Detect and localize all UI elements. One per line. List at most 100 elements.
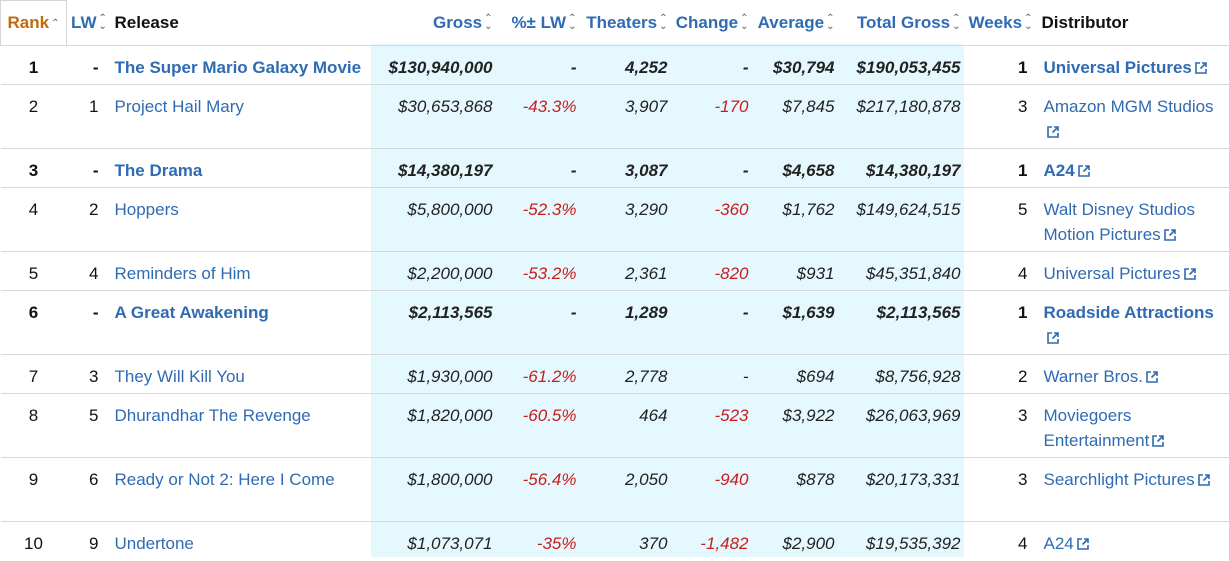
theaters-cell: 2,778: [581, 355, 672, 394]
external-link-icon: [1164, 229, 1176, 241]
gross-cell: $1,800,000: [372, 458, 497, 522]
rank-cell: 4: [1, 188, 67, 252]
release-link[interactable]: The Super Mario Galaxy Movie: [115, 58, 362, 77]
change-cell: -: [672, 291, 753, 355]
sort-arrows-icon: ⌃⌄: [484, 15, 492, 31]
average-cell: $878: [753, 458, 839, 522]
lw-cell: 4: [67, 252, 111, 291]
release-link[interactable]: Ready or Not 2: Here I Come: [115, 470, 335, 489]
external-link-icon: [1198, 474, 1210, 486]
weeks-cell: 3: [965, 458, 1038, 522]
table-row: 3-The Drama$14,380,197-3,087-$4,658$14,3…: [1, 149, 1229, 188]
total-gross-cell: $14,380,197: [839, 149, 965, 188]
release-cell: The Drama: [111, 149, 372, 188]
distributor-link[interactable]: Universal Pictures: [1044, 264, 1196, 283]
total-gross-cell: $8,756,928: [839, 355, 965, 394]
pct-lw-cell: -43.3%: [497, 85, 581, 149]
theaters-cell: 2,050: [581, 458, 672, 522]
pct-lw-cell: -61.2%: [497, 355, 581, 394]
release-link[interactable]: Dhurandhar The Revenge: [115, 406, 311, 425]
distributor-link[interactable]: Universal Pictures: [1044, 58, 1207, 77]
average-cell: $2,900: [753, 522, 839, 561]
release-link[interactable]: A Great Awakening: [115, 303, 269, 322]
release-link[interactable]: They Will Kill You: [115, 367, 245, 386]
external-link-icon: [1184, 268, 1196, 280]
table-header-row: Rank⌃ LW⌃⌄ Release Gross⌃⌄ %± LW⌃⌄ Theat…: [1, 1, 1229, 46]
external-link-icon: [1047, 332, 1059, 344]
lw-header[interactable]: LW⌃⌄: [67, 1, 111, 46]
distributor-cell: Universal Pictures: [1038, 252, 1229, 291]
distributor-cell: Warner Bros.: [1038, 355, 1229, 394]
change-cell: -820: [672, 252, 753, 291]
distributor-link[interactable]: Warner Bros.: [1044, 367, 1159, 386]
distributor-link[interactable]: Searchlight Pictures: [1044, 470, 1210, 489]
gross-header[interactable]: Gross⌃⌄: [372, 1, 497, 46]
distributor-link[interactable]: Moviegoers Entertainment: [1044, 406, 1165, 450]
rank-cell: 5: [1, 252, 67, 291]
weeks-cell: 3: [965, 394, 1038, 458]
release-link[interactable]: Reminders of Him: [115, 264, 251, 283]
distributor-cell: Searchlight Pictures: [1038, 458, 1229, 522]
lw-cell: -: [67, 291, 111, 355]
average-cell: $7,845: [753, 85, 839, 149]
distributor-header[interactable]: Distributor: [1038, 1, 1229, 46]
weeks-cell: 1: [965, 149, 1038, 188]
gross-cell: $2,200,000: [372, 252, 497, 291]
distributor-link[interactable]: Amazon MGM Studios: [1044, 97, 1214, 141]
rank-header[interactable]: Rank⌃: [1, 1, 67, 46]
total-gross-cell: $26,063,969: [839, 394, 965, 458]
release-link[interactable]: Project Hail Mary: [115, 97, 244, 116]
total-gross-cell: $149,624,515: [839, 188, 965, 252]
total-gross-header[interactable]: Total Gross⌃⌄: [839, 1, 965, 46]
pct-lw-header[interactable]: %± LW⌃⌄: [497, 1, 581, 46]
distributor-link[interactable]: Walt Disney Studios Motion Pictures: [1044, 200, 1195, 244]
average-header[interactable]: Average⌃⌄: [753, 1, 839, 46]
change-header[interactable]: Change⌃⌄: [672, 1, 753, 46]
lw-cell: 9: [67, 522, 111, 561]
change-cell: -: [672, 149, 753, 188]
gross-cell: $1,930,000: [372, 355, 497, 394]
change-cell: -940: [672, 458, 753, 522]
release-link[interactable]: Undertone: [115, 534, 194, 553]
release-cell: Dhurandhar The Revenge: [111, 394, 372, 458]
distributor-cell: Amazon MGM Studios: [1038, 85, 1229, 149]
external-link-icon: [1152, 435, 1164, 447]
external-link-icon: [1146, 371, 1158, 383]
sort-arrows-icon: ⌃⌄: [952, 15, 960, 31]
weeks-header[interactable]: Weeks⌃⌄: [965, 1, 1038, 46]
release-cell: The Super Mario Galaxy Movie: [111, 46, 372, 85]
distributor-link[interactable]: A24: [1044, 161, 1090, 180]
pct-lw-cell: -: [497, 149, 581, 188]
theaters-cell: 370: [581, 522, 672, 561]
lw-cell: 3: [67, 355, 111, 394]
gross-cell: $5,800,000: [372, 188, 497, 252]
lw-cell: 2: [67, 188, 111, 252]
theaters-cell: 3,087: [581, 149, 672, 188]
distributor-link[interactable]: Roadside Attractions: [1044, 303, 1214, 347]
weeks-cell: 1: [965, 291, 1038, 355]
table-row: 6-A Great Awakening$2,113,565-1,289-$1,6…: [1, 291, 1229, 355]
weeks-cell: 3: [965, 85, 1038, 149]
theaters-header[interactable]: Theaters⌃⌄: [581, 1, 672, 46]
distributor-cell: A24: [1038, 149, 1229, 188]
table-body: 1-The Super Mario Galaxy Movie$130,940,0…: [1, 46, 1229, 561]
theaters-cell: 3,907: [581, 85, 672, 149]
release-link[interactable]: Hoppers: [115, 200, 179, 219]
rank-cell: 9: [1, 458, 67, 522]
change-cell: -1,482: [672, 522, 753, 561]
release-link[interactable]: The Drama: [115, 161, 203, 180]
release-header[interactable]: Release: [111, 1, 372, 46]
total-gross-cell: $45,351,840: [839, 252, 965, 291]
pct-lw-cell: -56.4%: [497, 458, 581, 522]
sort-ascending-icon: ⌃: [51, 20, 59, 28]
pct-lw-cell: -53.2%: [497, 252, 581, 291]
total-gross-cell: $19,535,392: [839, 522, 965, 561]
distributor-cell: Walt Disney Studios Motion Pictures: [1038, 188, 1229, 252]
distributor-link[interactable]: A24: [1044, 534, 1089, 553]
pct-lw-cell: -52.3%: [497, 188, 581, 252]
